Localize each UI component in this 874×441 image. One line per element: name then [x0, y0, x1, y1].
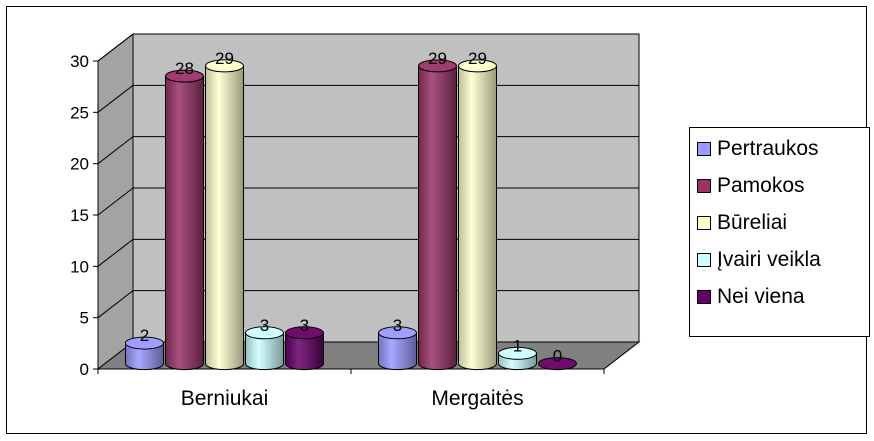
bar-top — [378, 326, 417, 340]
bars — [125, 59, 577, 371]
bar — [165, 75, 204, 371]
legend-label: Nei viena — [717, 284, 805, 308]
y-tick-label: 20 — [70, 155, 89, 174]
bar-top — [418, 59, 457, 73]
legend-label: Įvairi veikla — [717, 247, 821, 271]
legend-swatch — [697, 141, 711, 156]
category-label: Berniukai — [181, 387, 269, 410]
bar-top — [165, 69, 204, 83]
legend-item: Pertraukos — [697, 130, 869, 167]
gridline-side — [97, 33, 134, 62]
category-label: Mergaitės — [431, 387, 523, 410]
bar-group — [285, 326, 324, 371]
data-label: 2 — [140, 326, 149, 345]
legend-item: Pamokos — [697, 167, 869, 204]
gridline-side — [97, 84, 134, 113]
bar-top — [245, 326, 284, 340]
bar-group — [498, 346, 537, 371]
legend-swatch — [697, 289, 711, 304]
data-label: 29 — [215, 49, 234, 68]
bar — [458, 65, 497, 371]
gridline-side — [97, 136, 134, 165]
data-label: 3 — [393, 316, 402, 335]
legend-swatch — [697, 215, 711, 230]
labels: 2 28 29 3 3 3 29 29 1 0 — [140, 49, 562, 366]
legend-item: Būreliai — [697, 204, 869, 241]
bar-group — [245, 326, 284, 371]
legend-item: Nei viena — [697, 278, 869, 315]
bar-group — [378, 326, 417, 371]
data-label: 3 — [260, 316, 269, 335]
legend: Pertraukos Pamokos Būreliai Įvairi veikla Ne… — [689, 127, 870, 337]
bar-group — [538, 357, 577, 371]
bar — [205, 65, 244, 371]
data-label: 28 — [175, 59, 194, 78]
data-label: 0 — [553, 347, 562, 366]
bar — [378, 332, 417, 371]
bar-group — [165, 69, 204, 371]
bar-group — [418, 59, 457, 371]
data-label: 3 — [300, 316, 309, 335]
bar-group — [205, 59, 244, 371]
gridline-side — [97, 238, 134, 267]
bar-group — [125, 336, 164, 371]
bar-group — [458, 59, 497, 371]
y-tick-label: 15 — [70, 206, 89, 225]
data-label: 29 — [428, 49, 447, 68]
bar-top — [285, 326, 324, 340]
legend-label: Būreliai — [717, 210, 788, 234]
y-tick-label: 25 — [70, 103, 89, 122]
bar — [418, 65, 457, 371]
bar-top — [125, 336, 164, 350]
y-tick-label: 10 — [70, 257, 89, 276]
bar — [245, 332, 284, 371]
legend-item: Įvairi veikla — [697, 241, 869, 278]
legend-label: Pertraukos — [717, 136, 819, 160]
gridline-side — [97, 187, 134, 216]
y-tick-label: 30 — [70, 52, 89, 71]
y-tick-label: 0 — [80, 360, 89, 379]
legend-label: Pamokos — [717, 173, 805, 197]
data-label: 1 — [513, 336, 522, 355]
bar — [125, 342, 164, 371]
bar-top — [458, 59, 497, 73]
bar — [285, 332, 324, 371]
legend-swatch — [697, 252, 711, 267]
bar-top — [205, 59, 244, 73]
data-label: 29 — [468, 49, 487, 68]
bar-top — [538, 357, 577, 371]
legend-swatch — [697, 178, 711, 193]
gridline-side — [97, 290, 134, 319]
y-tick-label: 5 — [80, 309, 89, 328]
bar-top — [498, 346, 537, 360]
